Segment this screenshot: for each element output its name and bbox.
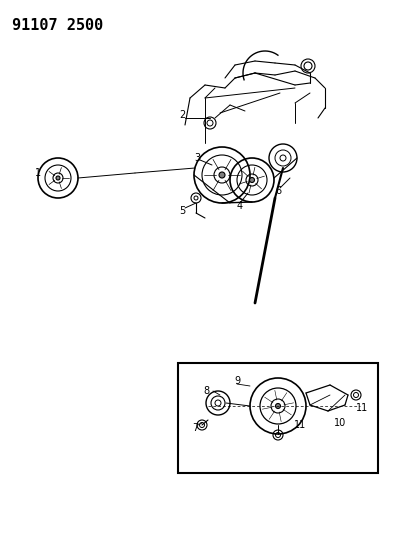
Text: 7: 7 [192, 423, 198, 433]
Circle shape [276, 403, 280, 408]
Text: 10: 10 [334, 418, 346, 428]
Text: 9: 9 [234, 376, 240, 386]
Circle shape [56, 176, 60, 180]
Circle shape [249, 177, 255, 182]
Text: 2: 2 [179, 110, 185, 120]
Text: 11: 11 [356, 403, 368, 413]
Text: 91107 2500: 91107 2500 [12, 18, 103, 33]
Circle shape [219, 172, 225, 178]
Text: 11: 11 [294, 420, 306, 430]
Text: 4: 4 [237, 201, 243, 211]
Text: 5: 5 [179, 206, 185, 216]
Text: 1: 1 [35, 168, 41, 178]
Text: 6: 6 [275, 186, 281, 196]
Text: 8: 8 [203, 386, 209, 396]
Text: 3: 3 [194, 153, 200, 163]
Bar [178, 363, 378, 473]
